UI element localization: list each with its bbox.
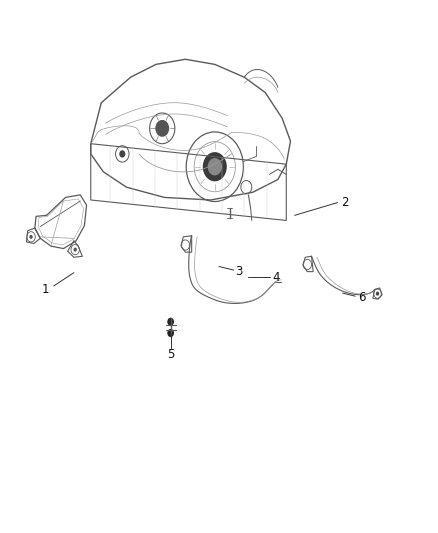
Text: 2: 2 [341,196,349,209]
Text: 1: 1 [42,283,49,296]
Circle shape [29,235,33,239]
Circle shape [119,150,125,158]
Circle shape [155,120,169,137]
Circle shape [167,318,174,326]
Text: 4: 4 [272,271,279,284]
Text: 5: 5 [167,348,174,361]
Circle shape [208,158,222,175]
Circle shape [203,152,227,181]
Text: 3: 3 [235,265,243,278]
Circle shape [376,292,379,296]
Text: 6: 6 [358,290,366,304]
Circle shape [167,329,174,337]
Circle shape [74,247,77,252]
